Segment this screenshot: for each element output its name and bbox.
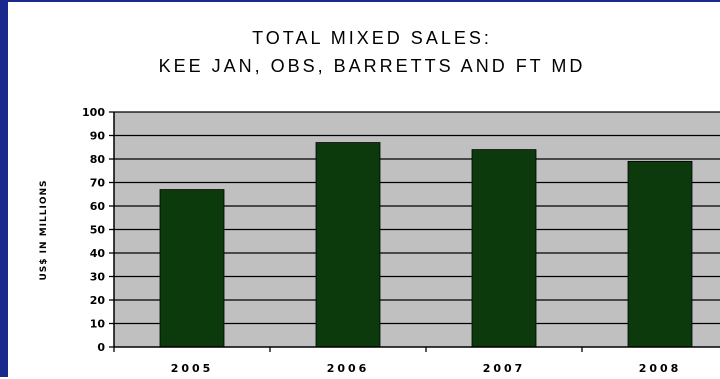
y-tick-labels: 0 10 20 30 40 50 60 70 80 90 100 [82, 106, 105, 354]
bars [159, 142, 693, 348]
x-tick-label-2005: 2005 [171, 362, 214, 375]
y-tick-label-20: 20 [90, 294, 106, 307]
y-tick-label-40: 40 [90, 247, 106, 260]
axes [109, 111, 720, 352]
bar-2006 [315, 142, 381, 348]
x-tick-label-2007: 2007 [483, 362, 526, 375]
bar-2005 [159, 189, 225, 348]
y-axis-label: US$ IN MILLIONS [39, 180, 49, 281]
y-tick-label-100: 100 [82, 106, 105, 119]
y-tick-label-10: 10 [90, 318, 106, 331]
bar-2008 [627, 160, 693, 348]
x-tick-label-2006: 2006 [327, 362, 370, 375]
chart-subtitle: KEE JAN, OBS, BARRETTS AND FT MD [159, 56, 586, 76]
x-tick-label-2008: 2008 [639, 362, 682, 375]
y-tick-label-70: 70 [90, 177, 106, 190]
y-tick-label-80: 80 [90, 153, 106, 166]
y-tick-label-50: 50 [90, 224, 106, 237]
bar-2007 [471, 149, 537, 348]
chart-title: TOTAL MIXED SALES: [252, 28, 492, 48]
y-tick-label-60: 60 [90, 200, 106, 213]
x-tick-labels: 2005 2006 2007 2008 [171, 362, 682, 375]
y-tick-label-90: 90 [90, 130, 106, 143]
y-tick-label-0: 0 [97, 341, 105, 354]
bar-chart: TOTAL MIXED SALES: KEE JAN, OBS, BARRETT… [39, 28, 720, 375]
y-tick-label-30: 30 [90, 271, 106, 284]
